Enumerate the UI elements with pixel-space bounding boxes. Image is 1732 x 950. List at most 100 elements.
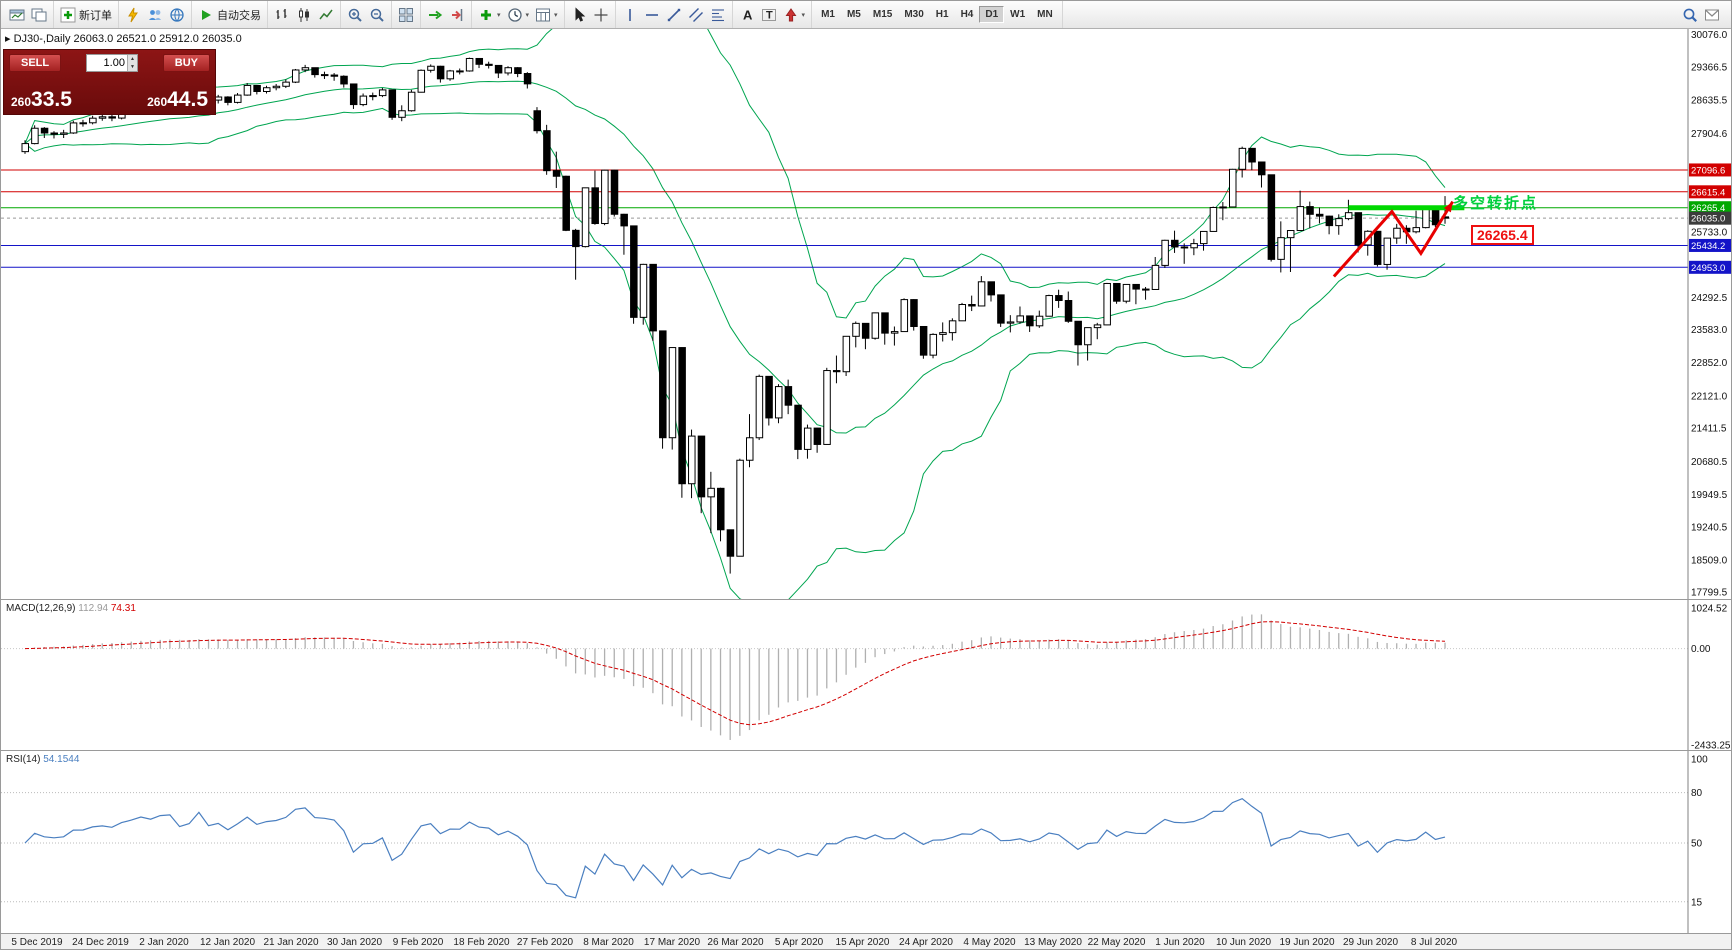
chart-shift-button[interactable] bbox=[446, 5, 468, 25]
toolbar-group bbox=[421, 1, 472, 28]
sell-price[interactable]: 260 33.5 bbox=[11, 88, 72, 111]
svg-text:T: T bbox=[766, 9, 773, 21]
vertical-line-button[interactable] bbox=[619, 5, 641, 25]
timeframe-h4-button[interactable]: H4 bbox=[960, 9, 974, 20]
indicators-icon bbox=[481, 9, 491, 20]
notification-button[interactable] bbox=[122, 5, 144, 25]
templates-button[interactable]: ▾ bbox=[532, 5, 561, 25]
svg-text:27096.6: 27096.6 bbox=[1691, 165, 1725, 176]
collapse-icon[interactable]: ▸ bbox=[5, 33, 11, 45]
lot-size-input[interactable] bbox=[86, 55, 127, 71]
timeframe-h1-button[interactable]: H1 bbox=[935, 9, 949, 20]
svg-text:0.00: 0.00 bbox=[1691, 644, 1711, 655]
timeframe-group: M1 M5 M15 M30 H1 H4 D1 W1 MN bbox=[812, 1, 1063, 28]
toolbar-group bbox=[565, 1, 616, 28]
new-message-button[interactable] bbox=[1701, 5, 1723, 25]
candlestick-chart-button[interactable] bbox=[293, 5, 315, 25]
toolbar-group: A T ▾ bbox=[733, 1, 813, 28]
svg-text:26615.4: 26615.4 bbox=[1691, 187, 1725, 198]
zoom-out-button[interactable] bbox=[366, 5, 388, 25]
channel-icon bbox=[688, 7, 703, 22]
svg-text:21411.5: 21411.5 bbox=[1691, 424, 1727, 435]
ohlc-readout: DJ30-,Daily 26063.0 26521.0 25912.0 2603… bbox=[13, 33, 242, 45]
autotrading-button[interactable]: 自动交易 bbox=[195, 5, 264, 25]
text-button[interactable]: A bbox=[736, 5, 758, 25]
timeframe-d1-button[interactable]: D1 bbox=[979, 6, 1005, 23]
lot-decrease-button[interactable]: ▼ bbox=[126, 63, 137, 71]
lot-size-field: ▲ ▼ bbox=[85, 54, 138, 72]
chevron-down-icon[interactable]: ▾ bbox=[525, 11, 530, 19]
time-axis-label: 21 Jan 2020 bbox=[263, 937, 319, 948]
rsi-panel[interactable]: 100 80 50 15 RSI(14) 54.1544 bbox=[1, 750, 1731, 933]
horizontal-line-button[interactable] bbox=[641, 5, 663, 25]
macd-header: MACD(12,26,9) 112.94 74.31 bbox=[6, 603, 136, 614]
chevron-down-icon[interactable]: ▾ bbox=[497, 11, 501, 19]
rsi-name: RSI(14) bbox=[6, 754, 41, 765]
arrow-tools-button[interactable]: ▾ bbox=[780, 5, 809, 25]
bar-chart-button[interactable] bbox=[271, 5, 293, 25]
timeframe-m15-button[interactable]: M15 bbox=[872, 9, 893, 20]
zoom-out-icon bbox=[370, 8, 384, 22]
tile-windows-button[interactable] bbox=[395, 5, 417, 25]
zoom-in-button[interactable] bbox=[344, 5, 366, 25]
trendline-icon bbox=[667, 8, 680, 21]
svg-text:80: 80 bbox=[1691, 788, 1703, 799]
indicators-button[interactable]: ▾ bbox=[475, 5, 504, 25]
time-axis-label: 8 Jul 2020 bbox=[1410, 937, 1458, 948]
time-axis-label: 10 Jun 2020 bbox=[1215, 937, 1272, 948]
search-button[interactable] bbox=[1679, 5, 1701, 25]
time-axis-label: 17 Mar 2020 bbox=[643, 937, 701, 948]
text-icon: A bbox=[743, 7, 753, 22]
svg-text:23583.0: 23583.0 bbox=[1691, 325, 1728, 336]
timeframe-mn-button[interactable]: MN bbox=[1037, 9, 1053, 20]
trendline-button[interactable] bbox=[663, 5, 685, 25]
timeframe-m1-button[interactable]: M1 bbox=[821, 9, 835, 20]
new-order-icon bbox=[60, 7, 76, 22]
svg-text:19240.5: 19240.5 bbox=[1691, 522, 1728, 533]
sell-price-prefix: 260 bbox=[11, 95, 32, 109]
new-window-button[interactable] bbox=[6, 5, 28, 25]
text-label-button[interactable]: T bbox=[758, 5, 780, 25]
price-tag-annotation[interactable]: 26265.4 bbox=[1471, 225, 1534, 245]
svg-text:100: 100 bbox=[1691, 755, 1708, 766]
svg-text:28635.5: 28635.5 bbox=[1691, 96, 1728, 107]
community-button[interactable] bbox=[144, 5, 166, 25]
timeframe-w1-button[interactable]: W1 bbox=[1010, 9, 1026, 20]
chevron-down-icon[interactable]: ▾ bbox=[801, 11, 806, 19]
price-chart[interactable]: 30076.0 29366.5 28635.5 27904.6 25733.0 24292… bbox=[1, 29, 1732, 599]
svg-text:25733.0: 25733.0 bbox=[1691, 227, 1728, 238]
sell-price-big: 33.5 bbox=[31, 88, 72, 111]
buy-button[interactable]: BUY bbox=[162, 54, 210, 72]
svg-text:19949.5: 19949.5 bbox=[1691, 490, 1728, 501]
horizontal-line-icon bbox=[645, 13, 658, 16]
main-chart-panel[interactable]: 30076.0 29366.5 28635.5 27904.6 25733.0 24292… bbox=[1, 29, 1732, 599]
line-chart-button[interactable] bbox=[315, 5, 337, 25]
chart-profiles-button[interactable] bbox=[28, 5, 50, 25]
chevron-down-icon[interactable]: ▾ bbox=[554, 11, 558, 19]
toolbar-group bbox=[392, 1, 421, 28]
sell-button[interactable]: SELL bbox=[9, 54, 62, 72]
buy-price[interactable]: 260 44.5 bbox=[147, 88, 208, 111]
fibonacci-button[interactable] bbox=[707, 5, 729, 25]
timeframe-m5-button[interactable]: M5 bbox=[846, 9, 861, 20]
new-order-button[interactable]: 新订单 bbox=[57, 5, 115, 25]
cursor-button[interactable] bbox=[568, 5, 590, 25]
macd-signal-value: 74.31 bbox=[110, 603, 136, 614]
timeframe-m30-button[interactable]: M30 bbox=[904, 9, 924, 20]
svg-text:15: 15 bbox=[1691, 897, 1703, 908]
time-axis-label: 30 Jan 2020 bbox=[326, 937, 383, 948]
market-button[interactable] bbox=[166, 5, 188, 25]
crosshair-button[interactable] bbox=[590, 5, 612, 25]
time-axis-label: 19 Jun 2020 bbox=[1279, 937, 1335, 948]
periods-button[interactable]: ▾ bbox=[504, 5, 533, 25]
cursor-icon bbox=[575, 6, 585, 22]
buy-price-big: 44.5 bbox=[167, 88, 208, 111]
auto-scroll-button[interactable] bbox=[424, 5, 446, 25]
macd-panel[interactable]: 1024.52 0.00 -2433.25 MACD(12,26,9) 112.94… bbox=[1, 599, 1731, 750]
lot-increase-button[interactable]: ▲ bbox=[126, 55, 137, 63]
new-window-icon bbox=[9, 9, 25, 20]
channel-button[interactable] bbox=[685, 5, 707, 25]
time-axis[interactable]: 5 Dec 2019 24 Dec 2019 2 Jan 2020 12 Jan 20… bbox=[1, 933, 1731, 949]
fibonacci-icon bbox=[711, 8, 724, 21]
svg-text:24953.0: 24953.0 bbox=[1691, 263, 1725, 274]
